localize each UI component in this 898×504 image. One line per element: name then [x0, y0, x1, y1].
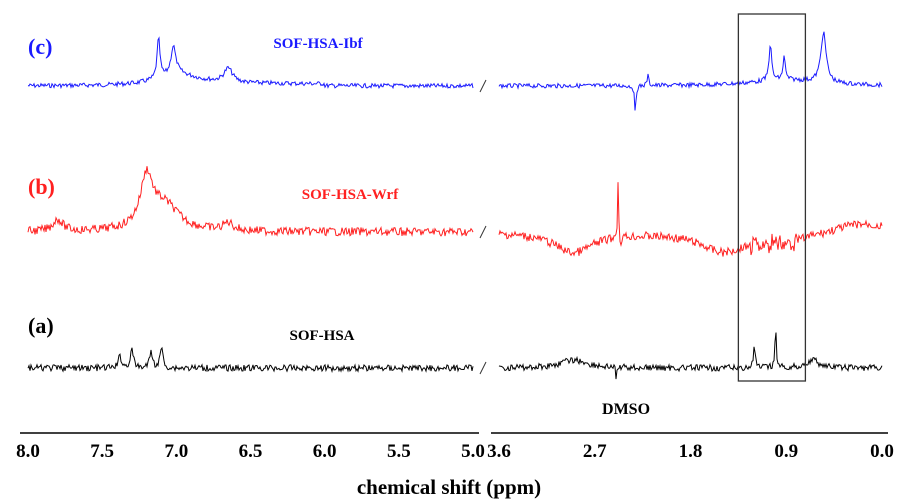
x-tick-label: 6.0 [313, 441, 337, 462]
x-tick-label: 1.8 [679, 441, 703, 462]
break-mark [479, 361, 487, 375]
highlight-box [737, 13, 807, 382]
x-tick-label: 2.7 [583, 441, 607, 462]
x-axis: 8.0 7.5 7.0 6.5 6.0 5.5 5.0 3.6 2.7 1.8 0.9 0.0 [16, 432, 894, 462]
series-labels: (c) SOF-HSA-Ibf (b) SOF-HSA-Wrf (a) SOF-HSA [28, 34, 399, 344]
break-mark [479, 79, 487, 93]
axis-break-marks [479, 79, 487, 375]
series-letter: (a) [28, 313, 54, 338]
spectrum-trace-sof-hsa-wrf [498, 182, 883, 257]
dmso-annotation: DMSO [602, 401, 650, 418]
spectrum-trace-sof-hsa-ibf [498, 31, 883, 111]
legend-entry: SOF-HSA [289, 328, 354, 344]
x-tick-label: 0.0 [870, 441, 894, 462]
spectrum-trace-sof-hsa-ibf [27, 36, 474, 90]
x-tick-label: 5.5 [387, 441, 411, 462]
break-mark [479, 225, 487, 239]
x-axis-title: chemical shift (ppm) [357, 475, 541, 499]
x-tick-label: 7.5 [90, 441, 114, 462]
legend-entry: SOF-HSA-Ibf [273, 36, 363, 52]
x-tick-label: 8.0 [16, 441, 40, 462]
legend-entry: SOF-HSA-Wrf [302, 187, 399, 203]
spectra-traces [27, 31, 883, 380]
x-tick-label: 0.9 [774, 441, 798, 462]
x-tick-label: 7.0 [164, 441, 188, 462]
spectrum-trace-sof-hsa [498, 332, 883, 380]
x-tick-label: 3.6 [487, 441, 511, 462]
x-tick-label: 5.0 [461, 441, 485, 462]
spectrum-trace-sof-hsa-wrf [27, 166, 474, 237]
x-tick-label: 6.5 [239, 441, 263, 462]
series-letter: (c) [28, 34, 52, 59]
series-letter: (b) [28, 174, 55, 199]
spectrum-trace-sof-hsa [27, 346, 474, 374]
